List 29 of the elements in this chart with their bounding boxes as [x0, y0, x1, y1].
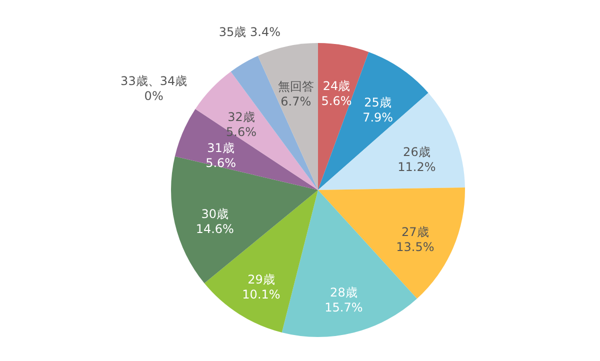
- data-label: 15.7%: [324, 300, 363, 315]
- text: 0%: [144, 89, 164, 104]
- data-label: 11.2%: [398, 160, 436, 174]
- pie-slice: [318, 92, 465, 190]
- pie-slice: [174, 109, 318, 190]
- slice-label: 28歳: [330, 286, 358, 300]
- slice-label: 29歳: [248, 272, 275, 286]
- slice-label: 32歳: [228, 110, 255, 124]
- slice-label: 31歳: [207, 141, 234, 156]
- data-label: 5.6%: [321, 94, 352, 108]
- pie-slice: [171, 156, 318, 284]
- data-label: 13.5%: [396, 240, 434, 254]
- category-label: 33歳、34歳: [120, 74, 188, 88]
- slice-label: 無回答: [278, 80, 314, 94]
- slice-label: 24歳: [322, 78, 350, 93]
- slice-label: 35歳 3.4%: [218, 25, 280, 40]
- slice-label: 30歳: [201, 206, 229, 221]
- data-label: 14.6%: [196, 222, 234, 236]
- pie-slice: [318, 187, 465, 299]
- data-label: 10.1%: [242, 287, 280, 302]
- data-label: 5.6%: [206, 156, 236, 170]
- data-label: 6.7%: [280, 94, 312, 108]
- slice-label: 25歳: [364, 96, 392, 110]
- pie-slice: [258, 43, 318, 190]
- slice-label: 27歳: [402, 224, 429, 239]
- pie-slice: [195, 72, 318, 190]
- slice-label: 26歳: [403, 144, 430, 159]
- data-label: 5.6%: [226, 125, 256, 140]
- data-label: 7.9%: [362, 110, 394, 125]
